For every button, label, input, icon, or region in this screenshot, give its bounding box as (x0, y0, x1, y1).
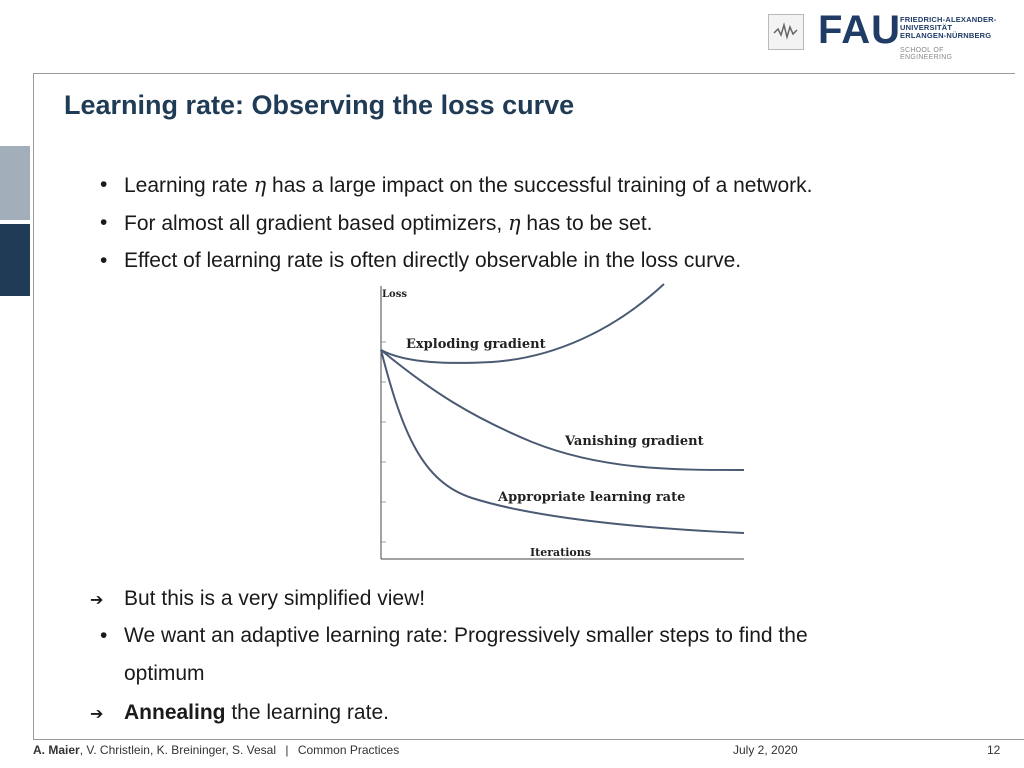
text-run: Effect of learning rate is often directl… (124, 249, 742, 272)
footer-page-number: 12 (987, 743, 1001, 757)
bullet-text: Annealing the learning rate. (124, 699, 389, 727)
university-emblem-icon (768, 14, 804, 50)
footer-author-main: A. Maier (33, 743, 80, 757)
bullet-dot-icon: • (100, 624, 108, 647)
bullet-text: optimum (124, 660, 205, 688)
slide-title: Learning rate: Observing the loss curve (64, 90, 575, 120)
eta-symbol: η (253, 173, 267, 197)
text-run: Learning rate (124, 174, 254, 197)
footer-author-rest: , V. Christlein, K. Breininger, S. Vesal (79, 743, 277, 757)
x-axis-label: Iterations (530, 546, 591, 559)
series-line-appropriate (380, 349, 745, 534)
bullet-text: Effect of learning rate is often directl… (124, 247, 741, 275)
university-name: FRIEDRICH-ALEXANDER- UNIVERSITÄT ERLANGE… (900, 15, 997, 40)
y-axis-label: Loss (382, 289, 407, 300)
text-run: has a large impact on the successful tra… (266, 174, 813, 197)
school-name: SCHOOL OF ENGINEERING (900, 47, 953, 61)
bullet-text: We want an adaptive learning rate: Progr… (124, 622, 808, 650)
eta-symbol: η (508, 211, 521, 235)
arrow-bullet-icon: ➔ (90, 592, 104, 609)
text-run: For almost all gradient based optimizers… (124, 212, 508, 235)
slide-frame (33, 73, 1015, 739)
series-line-vanishing (380, 349, 745, 471)
footer-date: July 2, 2020 (733, 743, 798, 757)
bullet-text: Learning rate η has a large impact on th… (124, 171, 812, 200)
arrow-bullet-icon: ➔ (90, 706, 104, 723)
footer-divider (33, 739, 1024, 740)
text-run: We want an adaptive learning rate: Progr… (124, 624, 808, 647)
bullet-text: For almost all gradient based optimizers… (124, 209, 653, 238)
side-tab-light (0, 146, 30, 220)
text-run: has to be set. (520, 212, 653, 235)
bullet-dot-icon: • (100, 173, 108, 196)
text-run: optimum (124, 662, 205, 685)
bold-term: Annealing (124, 701, 226, 724)
loss-curve-figure: Loss Iterations Exploding gradient Vanis… (380, 283, 745, 560)
text-run: the learning rate. (225, 701, 389, 724)
series-line-exploding (380, 283, 665, 364)
series-label-exploding: Exploding gradient (406, 337, 546, 352)
series-label-appropriate: Appropriate learning rate (497, 490, 685, 505)
series-label-vanishing: Vanishing gradient (564, 434, 704, 449)
bullet-text: But this is a very simplified view! (124, 585, 425, 613)
bullet-dot-icon: • (100, 211, 108, 234)
footer-topic: Common Practices (297, 743, 400, 757)
bullet-dot-icon: • (100, 249, 108, 272)
footer-separator: | (285, 743, 289, 757)
text-run: But this is a very simplified view! (124, 587, 426, 610)
footer-authors: A. Maier, V. Christlein, K. Breininger, … (33, 743, 399, 757)
side-tab-dark (0, 224, 30, 296)
fau-wordmark: FAU (818, 8, 901, 52)
fau-logo: FAU FRIEDRICH-ALEXANDER- UNIVERSITÄT ERL… (768, 8, 998, 61)
